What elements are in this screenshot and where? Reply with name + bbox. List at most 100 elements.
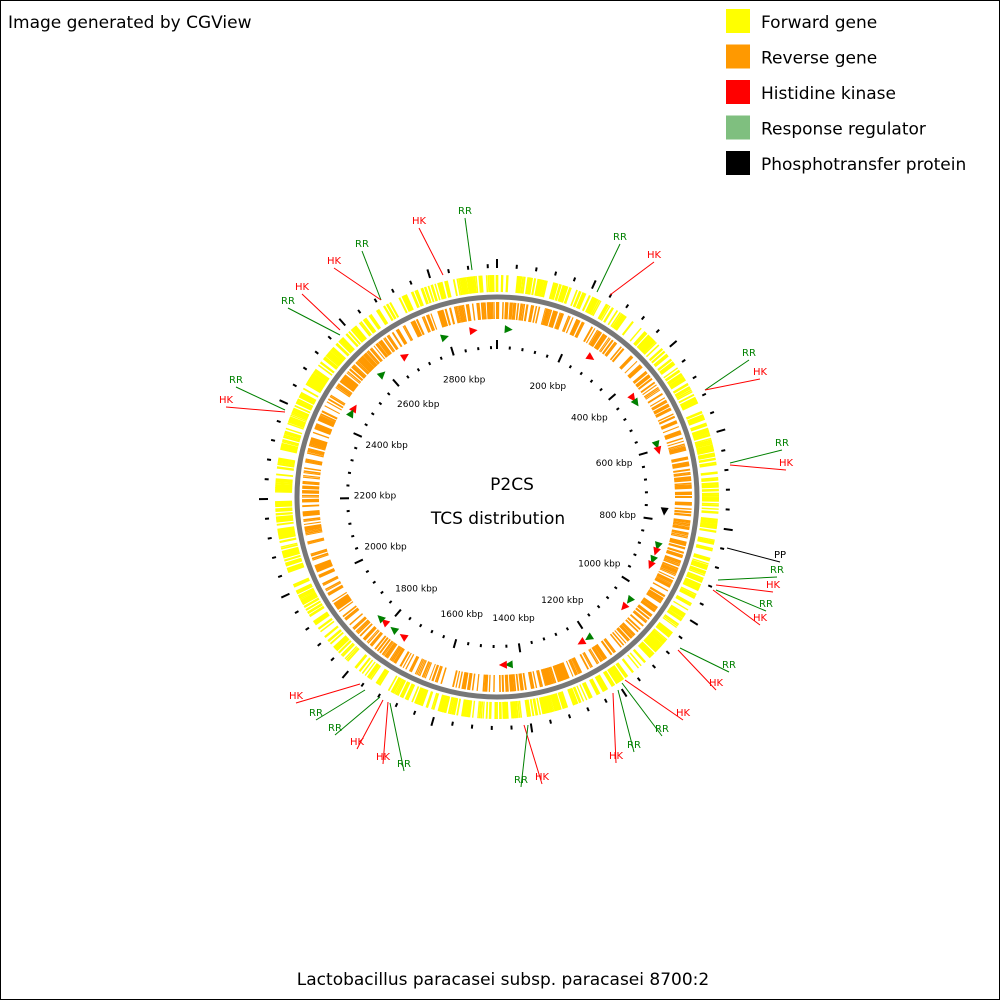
- gene: [345, 608, 360, 621]
- gene: [701, 504, 719, 507]
- outer-tick: [280, 592, 290, 599]
- gene: [461, 699, 467, 717]
- gene: [307, 379, 323, 391]
- gene: [574, 321, 584, 338]
- ruler-tick: [587, 613, 591, 617]
- gene: [674, 477, 692, 482]
- gene: [485, 275, 489, 293]
- gene: [599, 337, 611, 353]
- gene: [515, 275, 519, 294]
- ruler-label: 1000 kbp: [578, 559, 621, 569]
- gene: [338, 640, 352, 654]
- gene: [366, 663, 379, 679]
- gene: [691, 559, 709, 567]
- feature-label: HK: [327, 256, 342, 267]
- gene: [619, 625, 633, 639]
- feature-marker: [469, 327, 478, 336]
- gene: [582, 652, 592, 669]
- feature-pointer: [389, 702, 405, 772]
- outer-tick: [719, 547, 725, 550]
- gene: [297, 398, 314, 408]
- gene: [462, 277, 468, 295]
- gene: [656, 573, 674, 583]
- gene: [609, 633, 622, 648]
- gene: [437, 282, 445, 300]
- gene: [699, 462, 717, 468]
- outer-tick: [451, 721, 454, 726]
- gene: [299, 590, 316, 600]
- gene: [660, 362, 676, 375]
- gene: [672, 524, 690, 529]
- ruler-label: 1600 kbp: [441, 610, 484, 620]
- gene: [629, 652, 642, 667]
- gene: [569, 658, 578, 676]
- gene: [325, 354, 340, 367]
- gene: [430, 284, 438, 302]
- gene: [305, 458, 323, 463]
- gene: [442, 695, 449, 713]
- ruler-tick: [452, 638, 458, 649]
- gene: [670, 378, 686, 390]
- gene: [287, 422, 304, 430]
- gene: [605, 342, 618, 357]
- gene: [278, 457, 296, 464]
- gene: [335, 386, 351, 398]
- gene: [388, 334, 399, 350]
- gene: [423, 661, 431, 678]
- ruler-tick: [557, 353, 564, 363]
- gene: [362, 626, 376, 640]
- gene: [643, 638, 658, 653]
- gene: [277, 529, 295, 535]
- gene: [278, 534, 296, 540]
- gene: [290, 414, 307, 423]
- gene: [302, 512, 320, 517]
- gene: [693, 553, 711, 561]
- gene: [701, 488, 719, 492]
- ruler-tick: [615, 407, 620, 411]
- gene: [512, 302, 517, 320]
- gene: [277, 461, 295, 466]
- feature-marker: [651, 440, 660, 449]
- gene: [671, 531, 689, 536]
- gene: [542, 280, 548, 298]
- gene: [638, 336, 653, 351]
- gene: [551, 282, 559, 301]
- gene: [486, 302, 490, 320]
- circular-map: 200 kbp 400 kbp 600 kbp 800 kbp 1000 kbp 1200…: [219, 206, 793, 788]
- gene: [607, 668, 619, 685]
- gene: [386, 335, 398, 351]
- gene: [571, 657, 581, 674]
- gene: [298, 589, 315, 599]
- gene: [629, 366, 643, 379]
- gene: [521, 303, 526, 321]
- gene: [515, 303, 520, 321]
- outer-tick: [302, 366, 308, 371]
- gene: [672, 382, 689, 394]
- gene: [663, 367, 679, 379]
- gene: [334, 636, 349, 650]
- feature-marker: [376, 371, 386, 380]
- gene: [362, 318, 375, 334]
- gene: [540, 669, 547, 687]
- gene: [302, 511, 320, 515]
- gene: [329, 349, 344, 363]
- gene: [686, 573, 704, 582]
- gene: [488, 701, 492, 719]
- feature-marker: [648, 560, 656, 569]
- feature-label: HK: [753, 367, 768, 378]
- gene: [371, 347, 383, 362]
- gene: [568, 659, 577, 676]
- gene: [645, 636, 660, 650]
- gene: [691, 560, 709, 569]
- gene: [646, 591, 663, 603]
- gene: [640, 381, 656, 394]
- gene: [672, 463, 690, 469]
- gene: [275, 508, 293, 513]
- gene: [627, 365, 642, 378]
- gene: [467, 304, 472, 322]
- gene: [531, 278, 537, 296]
- ruler-tick: [354, 546, 359, 550]
- gene: [699, 461, 717, 466]
- outer-tick: [292, 383, 298, 388]
